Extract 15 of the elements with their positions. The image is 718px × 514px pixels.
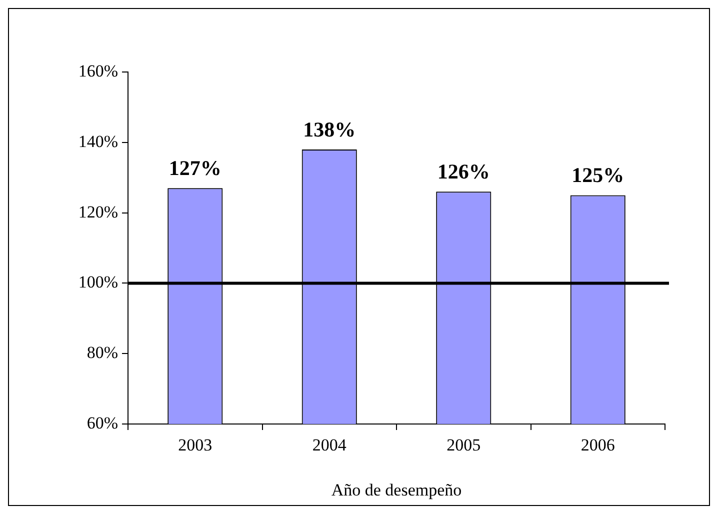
y-tick-label: 60% — [86, 413, 118, 432]
data-label: 138% — [303, 117, 356, 142]
y-tick-label: 140% — [78, 132, 118, 151]
x-axis-title: Año de desempeño — [331, 480, 462, 500]
y-tick-label: 100% — [78, 272, 118, 292]
y-tick-label: 120% — [78, 202, 118, 222]
x-tick-label: 2006 — [580, 436, 615, 455]
data-label: 126% — [437, 160, 490, 184]
y-tick-label: 160% — [78, 61, 118, 80]
y-tick-label: 80% — [86, 343, 118, 362]
x-tick-label: 2005 — [446, 436, 481, 455]
x-tick-label: 2004 — [312, 436, 347, 455]
data-label: 127% — [168, 156, 222, 180]
data-label: 125% — [572, 163, 624, 188]
x-tick-label: 2003 — [178, 436, 212, 455]
